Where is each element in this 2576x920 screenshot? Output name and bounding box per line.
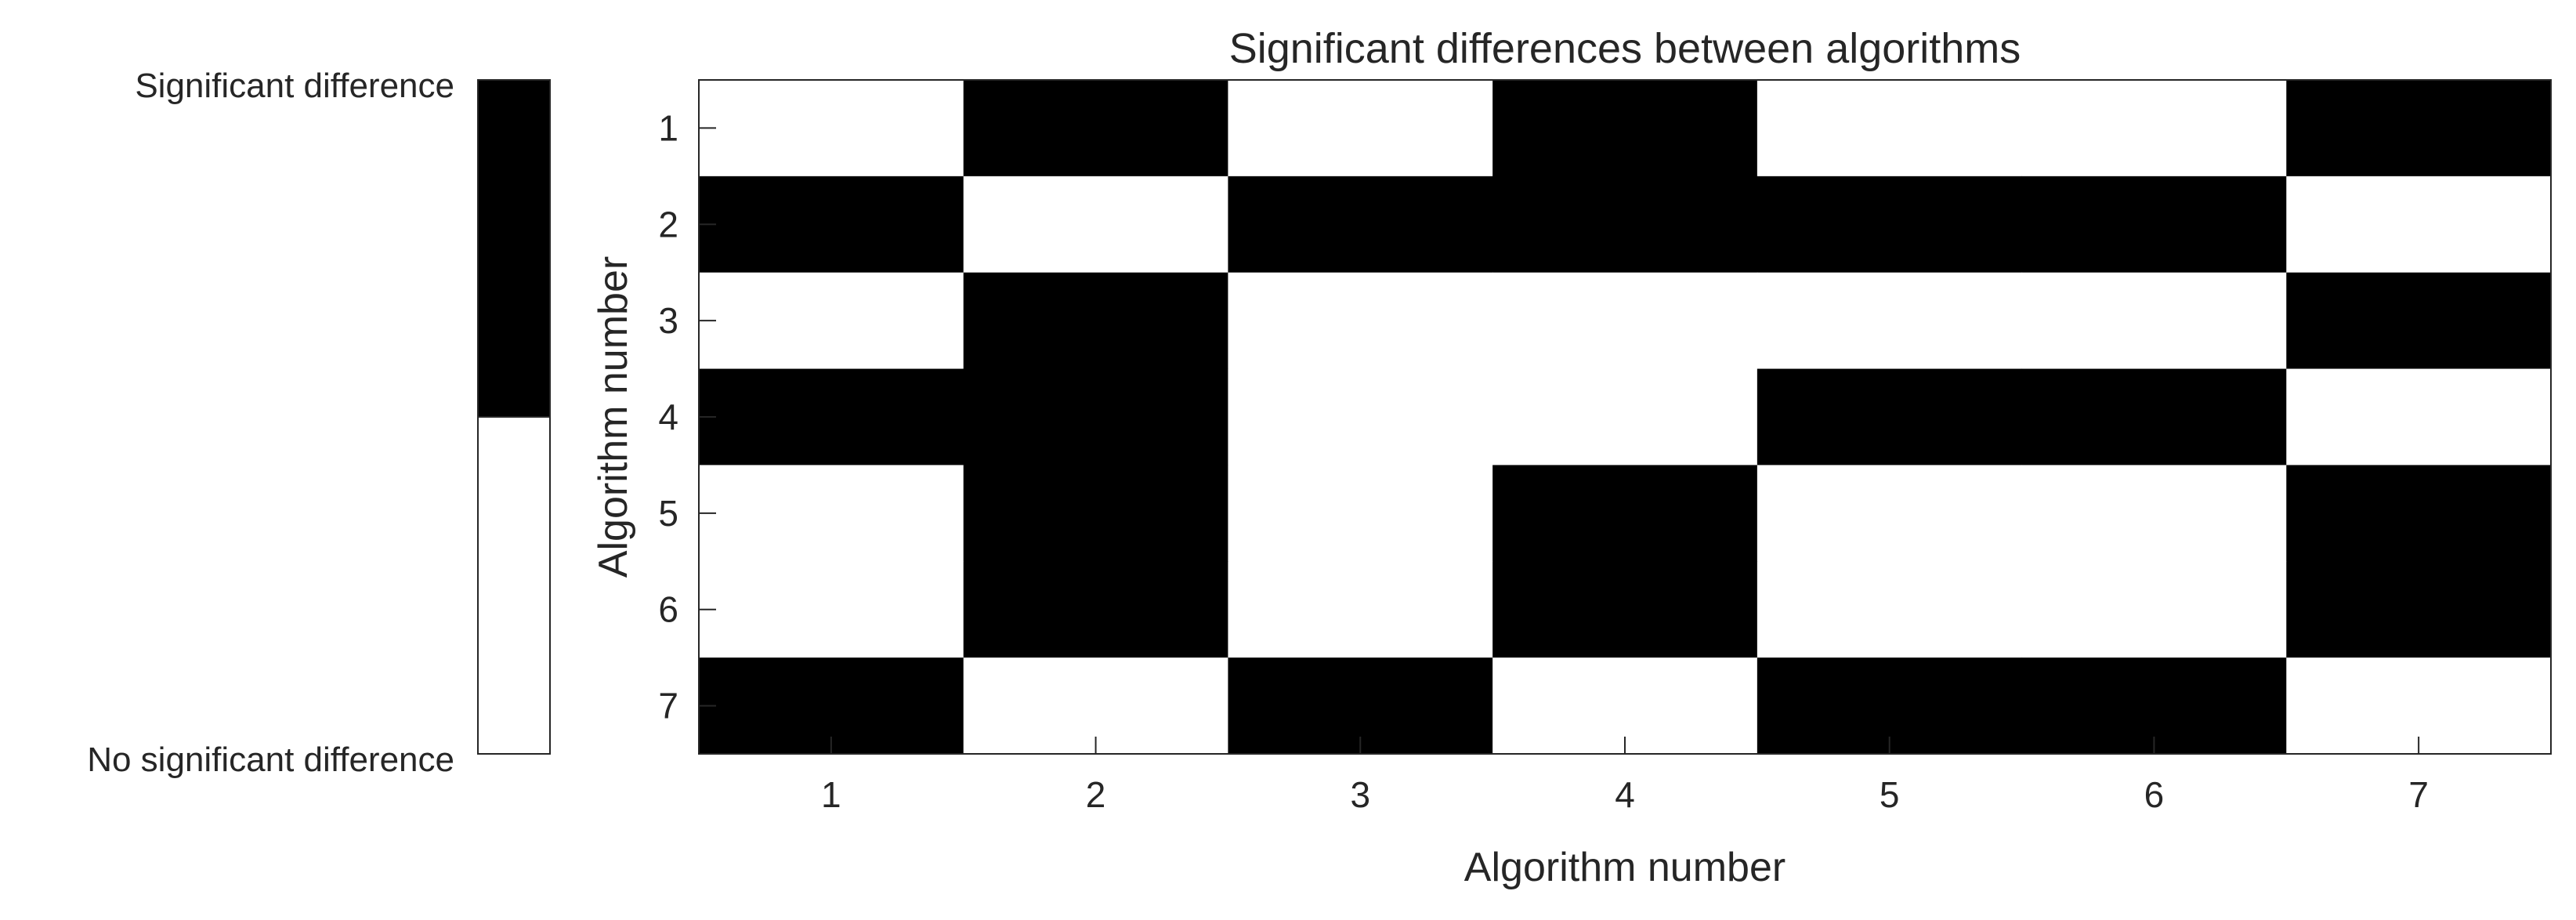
heatmap-cell-r2-c1 <box>699 176 964 273</box>
heatmap-cell-r4-c7 <box>2286 368 2552 465</box>
heatmap-cell-r5-c1 <box>699 465 964 562</box>
heatmap-cell-r2-c6 <box>2021 176 2287 273</box>
heatmap-cell-r4-c6 <box>2021 368 2287 465</box>
x-tick-label-2: 2 <box>1086 774 1106 815</box>
heatmap-cell-r6-c7 <box>2286 561 2552 658</box>
heatmap-cell-r2-c5 <box>1757 176 2023 273</box>
x-tick-label-6: 6 <box>2144 774 2165 815</box>
heatmap-cell-r6-c5 <box>1757 561 2023 658</box>
heatmap-cell-r4-c1 <box>699 368 964 465</box>
heatmap-cell-r3-c2 <box>963 272 1228 370</box>
heatmap-cell-r1-c5 <box>1757 80 2023 177</box>
y-axis-label: Algorithm number <box>591 256 636 578</box>
heatmap-cell-r2-c7 <box>2286 176 2552 273</box>
heatmap-cell-r1-c6 <box>2021 80 2287 177</box>
y-tick-label-2: 2 <box>658 204 678 244</box>
heatmap-cell-r6-c6 <box>2021 561 2287 658</box>
heatmap-cell-r5-c2 <box>963 465 1228 562</box>
heatmap-cell-r3-c7 <box>2286 272 2552 370</box>
heatmap-cell-r5-c6 <box>2021 465 2287 562</box>
heatmap-cell-r4-c5 <box>1757 368 2023 465</box>
heatmap-cell-r5-c4 <box>1492 465 1758 562</box>
heatmap-cell-r3-c1 <box>699 272 964 370</box>
colorbar-significant-swatch <box>477 79 551 418</box>
heatmap-cell-r5-c3 <box>1228 465 1493 562</box>
x-tick-label-4: 4 <box>1615 774 1635 815</box>
x-tick-label-3: 3 <box>1350 774 1370 815</box>
heatmap-cell-r2-c2 <box>963 176 1228 273</box>
y-tick-label-3: 3 <box>658 300 678 341</box>
x-axis-label: Algorithm number <box>1464 845 1785 890</box>
heatmap-cell-r2-c3 <box>1228 176 1493 273</box>
heatmap-cell-r5-c5 <box>1757 465 2023 562</box>
colorbar-no-significant-swatch <box>477 416 551 755</box>
heatmap-cell-r1-c1 <box>699 80 964 177</box>
colorbar-bottom-label: No significant difference <box>87 741 454 779</box>
heatmap-cell-r1-c3 <box>1228 80 1493 177</box>
x-tick-label-1: 1 <box>821 774 841 815</box>
heatmap-cell-r6-c1 <box>699 561 964 658</box>
heatmap-cell-r3-c6 <box>2021 272 2287 370</box>
heatmap-cell-r6-c3 <box>1228 561 1493 658</box>
y-tick-label-5: 5 <box>658 493 678 534</box>
heatmap-cell-r3-c4 <box>1492 272 1758 370</box>
heatmap-cell-r6-c4 <box>1492 561 1758 658</box>
heatmap-cell-r2-c4 <box>1492 176 1758 273</box>
y-tick-label-6: 6 <box>658 589 678 630</box>
heatmap-cell-r1-c2 <box>963 80 1228 177</box>
heatmap-cell-r4-c3 <box>1228 368 1493 465</box>
colorbar: Significant difference No significant di… <box>87 67 551 779</box>
colorbar-top-label: Significant difference <box>135 67 454 105</box>
heatmap-cell-r1-c4 <box>1492 80 1758 177</box>
x-axis-ticks: 1 2 3 4 5 6 7 <box>821 737 2429 815</box>
heatmap-cell-r4-c2 <box>963 368 1228 465</box>
heatmap-cell-r3-c5 <box>1757 272 2023 370</box>
x-tick-label-5: 5 <box>1880 774 1900 815</box>
x-tick-label-7: 7 <box>2408 774 2429 815</box>
y-axis-ticks: 1 2 3 4 5 6 7 <box>658 107 716 726</box>
heatmap-cell-r6-c2 <box>963 561 1228 658</box>
chart-title: Significant differences between algorith… <box>1229 25 2021 72</box>
y-tick-label-1: 1 <box>658 107 678 148</box>
y-tick-label-4: 4 <box>658 397 678 437</box>
heatmap-cell-r5-c7 <box>2286 465 2552 562</box>
y-tick-label-7: 7 <box>658 686 678 726</box>
heatmap-cell-r3-c3 <box>1228 272 1493 370</box>
heatmap-cell-r1-c7 <box>2286 80 2552 177</box>
heatmap-cells <box>699 80 2552 755</box>
heatmap-cell-r4-c4 <box>1492 368 1758 465</box>
